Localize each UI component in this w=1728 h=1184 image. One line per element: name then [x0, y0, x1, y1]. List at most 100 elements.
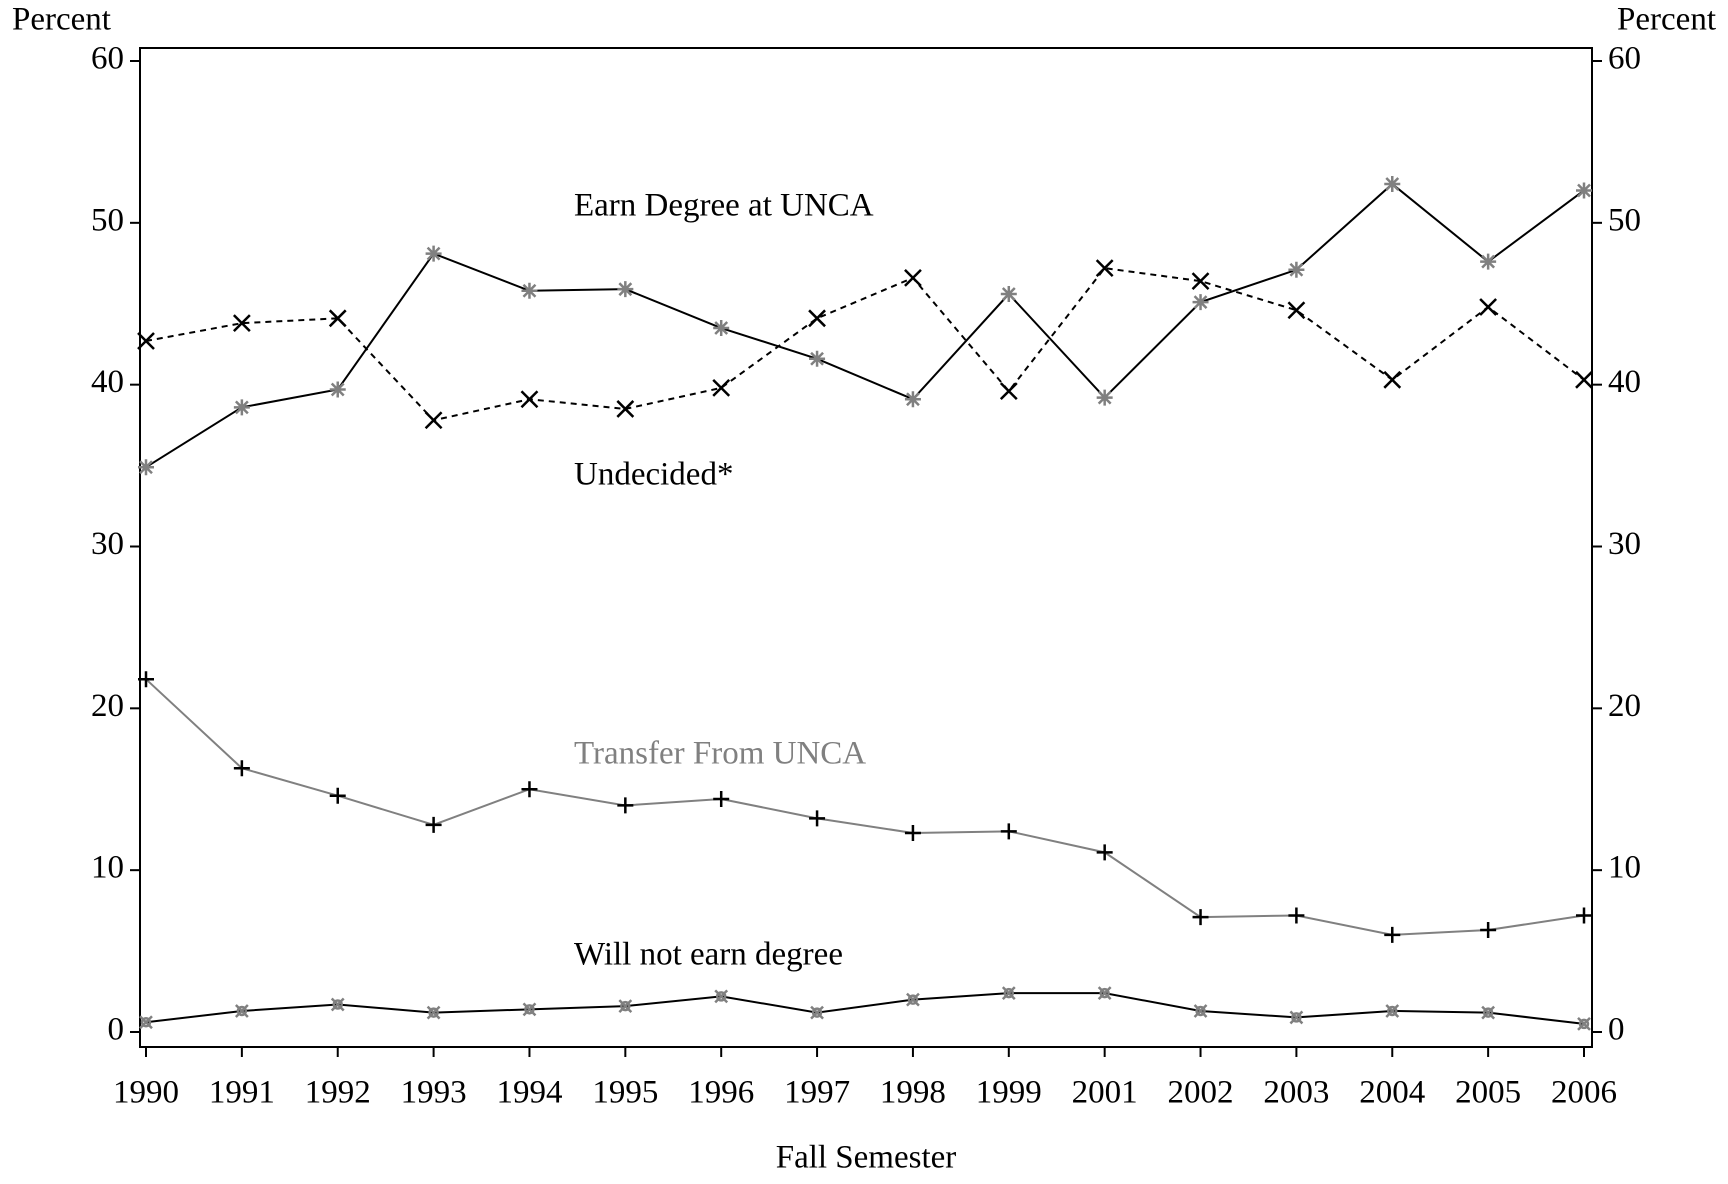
- marker: [233, 399, 250, 416]
- marker: [810, 1005, 824, 1020]
- x-tick-label: 1992: [305, 1075, 371, 1111]
- x-tick-label: 2002: [1168, 1075, 1234, 1111]
- marker: [1576, 182, 1592, 199]
- y-tick-label: 30: [91, 526, 124, 562]
- y-tick-label: 10: [91, 850, 124, 886]
- x-tick-label: 2006: [1551, 1075, 1617, 1111]
- y-tick-label: 60: [91, 41, 124, 77]
- series-label: Will not earn degree: [574, 937, 843, 973]
- marker: [714, 989, 729, 1004]
- series-label: Earn Degree at UNCA: [574, 188, 874, 224]
- marker: [906, 992, 920, 1007]
- marker: [138, 671, 154, 688]
- marker: [1384, 926, 1401, 943]
- marker: [808, 309, 826, 328]
- marker: [1480, 922, 1497, 939]
- marker: [712, 379, 731, 397]
- marker: [1193, 1004, 1208, 1018]
- y2-tick-label: 50: [1608, 202, 1641, 238]
- x-tick-label: 1993: [401, 1075, 467, 1111]
- x-tick-label: 2003: [1263, 1075, 1329, 1111]
- marker: [617, 797, 634, 814]
- x-tick-label: 1999: [976, 1075, 1042, 1111]
- marker: [426, 1005, 441, 1020]
- x-tick-label: 1990: [113, 1075, 179, 1111]
- marker: [1288, 261, 1305, 278]
- y2-tick-label: 30: [1608, 526, 1641, 562]
- marker: [713, 320, 730, 337]
- marker: [1097, 986, 1112, 1001]
- marker: [1095, 259, 1114, 278]
- marker: [138, 459, 154, 476]
- marker: [616, 400, 635, 418]
- x-tick-label: 1991: [209, 1075, 275, 1111]
- x-tick-label: 1994: [496, 1075, 562, 1111]
- marker: [1384, 175, 1401, 192]
- marker: [1287, 301, 1306, 320]
- marker: [520, 390, 539, 409]
- y-tick-label: 0: [108, 1012, 125, 1048]
- x-tick-label: 1996: [688, 1075, 754, 1111]
- marker: [904, 268, 922, 287]
- marker: [713, 790, 730, 807]
- marker: [139, 1015, 153, 1030]
- marker: [1000, 286, 1017, 303]
- marker: [234, 1004, 249, 1018]
- x-tick-label: 1997: [784, 1075, 850, 1111]
- marker: [137, 332, 155, 350]
- marker: [809, 350, 826, 367]
- marker: [1480, 253, 1497, 270]
- x-tick-label: 1998: [880, 1075, 946, 1111]
- marker: [330, 997, 345, 1012]
- y2-tick-label: 0: [1608, 1012, 1625, 1048]
- y-tick-label: 20: [91, 688, 124, 724]
- series-line: [145, 182, 1585, 469]
- series-line: [145, 992, 1585, 1025]
- marker: [521, 282, 538, 299]
- marker: [328, 309, 347, 328]
- marker: [809, 810, 826, 827]
- marker: [1481, 1005, 1496, 1020]
- marker: [1192, 909, 1209, 926]
- marker: [425, 816, 442, 833]
- x-tick-label: 1995: [592, 1075, 658, 1111]
- marker: [904, 391, 921, 408]
- y2-tick-label: 10: [1608, 850, 1641, 886]
- marker: [425, 245, 442, 262]
- series-label: Undecided*: [574, 457, 733, 493]
- y2-tick-label: 60: [1608, 41, 1641, 77]
- series-line: [145, 678, 1585, 936]
- marker: [904, 824, 921, 841]
- marker: [329, 381, 346, 398]
- marker: [522, 1002, 537, 1017]
- marker: [1385, 1004, 1400, 1018]
- y2-tick-label: 40: [1608, 364, 1641, 400]
- marker: [1576, 907, 1592, 924]
- marker: [1383, 370, 1402, 389]
- marker: [1192, 294, 1209, 311]
- marker: [1289, 1010, 1304, 1025]
- y2-axis-label: Percent: [1617, 2, 1716, 38]
- marker: [1288, 907, 1305, 924]
- y-axis-label: Percent: [12, 2, 111, 38]
- x-tick-label: 2004: [1359, 1075, 1425, 1111]
- marker: [1575, 370, 1593, 389]
- marker: [618, 999, 633, 1013]
- marker: [521, 781, 538, 798]
- x-tick-label: 2005: [1455, 1075, 1521, 1111]
- marker: [1000, 823, 1017, 840]
- marker: [1191, 272, 1210, 290]
- y-tick-label: 50: [91, 202, 124, 238]
- x-tick-label: 2001: [1072, 1075, 1138, 1111]
- marker: [232, 314, 251, 333]
- marker: [617, 281, 634, 298]
- y2-tick-label: 20: [1608, 688, 1641, 724]
- marker: [1577, 1017, 1591, 1031]
- marker: [329, 787, 346, 804]
- marker: [1479, 298, 1498, 316]
- x-axis-label: Fall Semester: [776, 1140, 957, 1176]
- marker: [1096, 389, 1113, 406]
- marker: [233, 760, 250, 777]
- marker: [1001, 986, 1016, 1001]
